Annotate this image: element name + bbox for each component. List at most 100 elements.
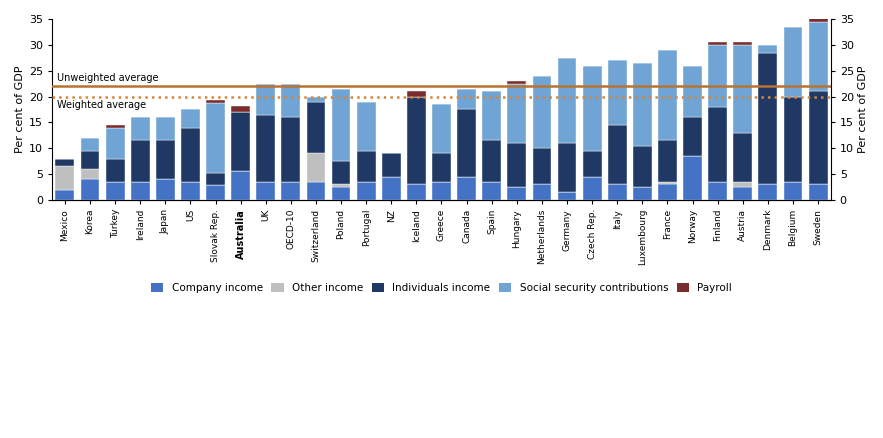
Bar (558, 192, 577, 200)
Bar (256, 182, 275, 200)
Bar (332, 184, 351, 187)
Bar (532, 148, 551, 184)
Bar (231, 112, 250, 172)
Bar (156, 141, 175, 179)
Bar (231, 172, 250, 200)
Bar (608, 125, 627, 184)
Bar (106, 125, 125, 127)
Bar (658, 182, 677, 184)
Bar (809, 92, 827, 184)
Bar (734, 182, 752, 187)
Bar (809, 9, 827, 21)
Bar (80, 138, 100, 151)
Bar (583, 177, 601, 200)
Bar (708, 42, 727, 45)
Bar (482, 92, 502, 141)
Bar (683, 117, 702, 156)
Bar (80, 151, 100, 169)
Bar (508, 81, 526, 84)
Bar (809, 184, 827, 200)
Bar (683, 156, 702, 200)
Bar (658, 50, 677, 141)
Bar (457, 110, 476, 177)
Bar (758, 53, 777, 184)
Bar (357, 102, 375, 151)
Bar (683, 66, 702, 117)
Bar (306, 96, 325, 102)
Bar (131, 117, 149, 141)
Bar (633, 63, 652, 146)
Legend: Company income, Other income, Individuals income, Social security contributions,: Company income, Other income, Individual… (147, 280, 736, 296)
Bar (357, 182, 375, 200)
Bar (106, 127, 125, 159)
Bar (181, 127, 200, 182)
Bar (131, 182, 149, 200)
Bar (206, 185, 225, 200)
Bar (508, 84, 526, 143)
Bar (80, 179, 100, 200)
Bar (558, 58, 577, 143)
Bar (332, 161, 351, 184)
Bar (482, 182, 502, 200)
Bar (783, 96, 803, 182)
Bar (809, 21, 827, 92)
Bar (206, 103, 225, 173)
Bar (583, 66, 601, 151)
Bar (181, 110, 200, 127)
Y-axis label: Per cent of GDP: Per cent of GDP (15, 66, 25, 153)
Bar (457, 89, 476, 110)
Bar (332, 89, 351, 161)
Bar (708, 107, 727, 182)
Bar (432, 104, 451, 153)
Bar (106, 159, 125, 182)
Bar (56, 159, 74, 166)
Bar (306, 102, 325, 153)
Bar (306, 153, 325, 182)
Bar (508, 187, 526, 200)
Bar (256, 115, 275, 182)
Bar (206, 100, 225, 103)
Bar (658, 184, 677, 200)
Bar (532, 76, 551, 148)
Bar (432, 182, 451, 200)
Bar (357, 151, 375, 182)
Bar (256, 84, 275, 115)
Bar (381, 153, 401, 177)
Bar (282, 84, 300, 117)
Bar (206, 173, 225, 185)
Bar (508, 143, 526, 187)
Bar (156, 179, 175, 200)
Bar (608, 60, 627, 125)
Bar (282, 182, 300, 200)
Bar (56, 190, 74, 200)
Bar (734, 133, 752, 182)
Bar (583, 151, 601, 177)
Bar (106, 182, 125, 200)
Bar (156, 117, 175, 141)
Bar (332, 187, 351, 200)
Text: Weighted average: Weighted average (57, 100, 147, 110)
Bar (56, 166, 74, 190)
Bar (633, 146, 652, 187)
Bar (231, 106, 250, 112)
Bar (633, 187, 652, 200)
Bar (131, 141, 149, 182)
Bar (734, 45, 752, 133)
Bar (407, 96, 426, 184)
Bar (482, 141, 502, 182)
Bar (407, 184, 426, 200)
Bar (783, 182, 803, 200)
Bar (608, 184, 627, 200)
Bar (432, 153, 451, 182)
Bar (407, 92, 426, 96)
Y-axis label: Per cent of GDP: Per cent of GDP (858, 66, 868, 153)
Bar (282, 117, 300, 182)
Bar (708, 182, 727, 200)
Bar (381, 177, 401, 200)
Bar (658, 141, 677, 182)
Bar (734, 187, 752, 200)
Bar (758, 45, 777, 53)
Bar (783, 27, 803, 96)
Bar (457, 177, 476, 200)
Bar (708, 45, 727, 107)
